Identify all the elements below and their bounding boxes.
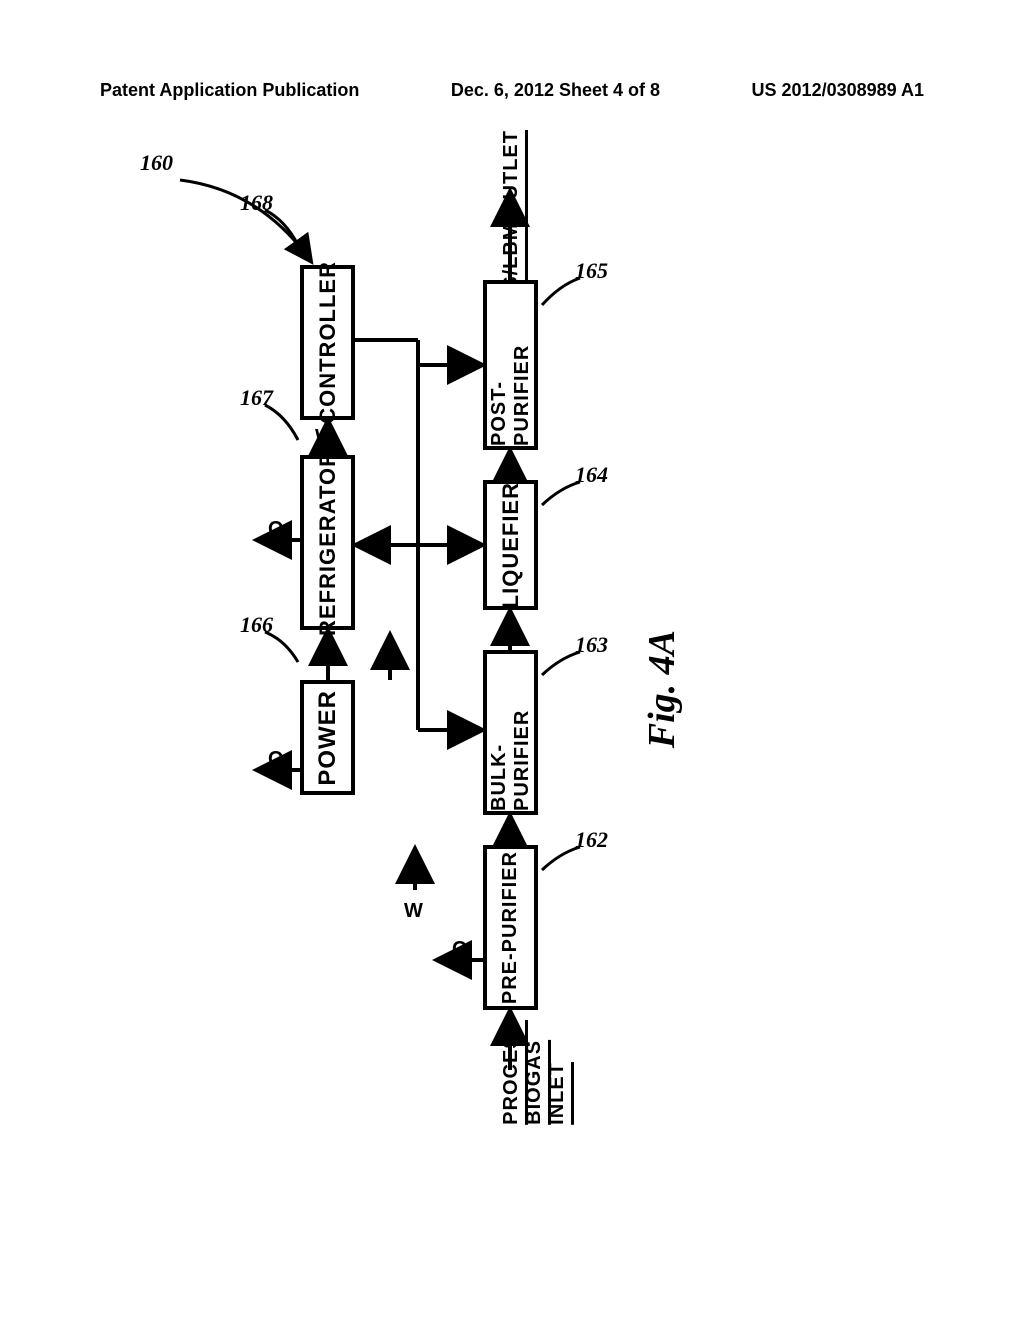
box-post-purifier: POST-PURIFIER [483,280,538,450]
box-liquefier: LIQUEFIER [483,480,538,610]
process-inlet-label: PROCESS BIOGAS INLET [500,1020,569,1125]
ref-164: 164 [575,462,608,488]
label-liquefier: LIQUEFIER [498,482,524,608]
header-right: US 2012/0308989 A1 [752,80,924,101]
label-bulk-purifier: BULK-PURIFIER [488,654,534,811]
ref-162: 162 [575,827,608,853]
label-controller: CONTROLLER [315,261,341,424]
box-pre-purifier: PRE-PURIFIER [483,845,538,1010]
ref-165: 165 [575,258,608,284]
figure-label: Fig. 4A [640,630,684,748]
q-refrig: Q [268,518,284,541]
w-refrig: W [315,426,334,449]
label-post-purifier: POST-PURIFIER [488,284,534,446]
box-refrigerator: REFRIGERATOR [300,455,355,630]
box-controller: CONTROLLER [300,265,355,420]
q-power: Q [268,748,284,771]
ref-163: 163 [575,632,608,658]
diagram: 160 [200,150,640,1110]
ref-166: 166 [240,612,273,638]
label-refrigerator: REFRIGERATOR [315,450,341,636]
q-pre: Q [452,938,468,961]
label-pre-purifier: PRE-PURIFIER [499,851,522,1004]
ref-main: 160 [140,150,173,176]
w-pre: W [404,900,423,923]
box-power: POWER [300,680,355,795]
page-header: Patent Application Publication Dec. 6, 2… [0,80,1024,101]
ref-167: 167 [240,385,273,411]
header-center: Dec. 6, 2012 Sheet 4 of 8 [451,80,660,101]
w-power: W [380,646,399,669]
box-bulk-purifier: BULK-PURIFIER [483,650,538,815]
header-left: Patent Application Publication [100,80,359,101]
label-power: POWER [314,690,342,786]
ref-168: 168 [240,190,273,216]
